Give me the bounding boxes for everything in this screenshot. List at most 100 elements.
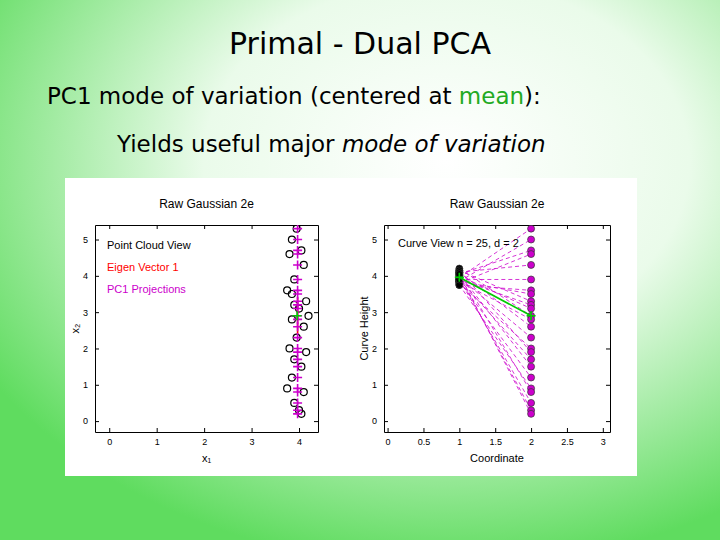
data-point: [527, 311, 536, 320]
tick-mark: [606, 276, 610, 277]
subtitle-part: mean: [459, 83, 524, 109]
tick-mark: [603, 225, 604, 229]
y-axis-title: x₂: [69, 324, 81, 334]
subtitle-line: PC1 mode of variation (centered at mean)…: [47, 83, 541, 109]
axis: 00.511.522.53: [385, 428, 611, 447]
x-axis-title: x₁: [202, 452, 212, 464]
tick-label: 0: [386, 437, 391, 447]
tick: 2: [83, 344, 99, 354]
series-line: [459, 254, 531, 283]
tick-mark: [109, 225, 110, 229]
chart-title: Raw Gaussian 2e: [450, 197, 545, 211]
subtitle-part: mode of variation: [342, 131, 546, 157]
tick-mark: [384, 312, 388, 313]
tick-mark: [384, 385, 388, 386]
tick-mark: [384, 240, 388, 241]
axis: [96, 225, 319, 229]
data-point: [284, 287, 291, 294]
tick: 3: [250, 428, 255, 447]
axis: [606, 226, 611, 433]
data-point: [528, 363, 535, 370]
tick-mark: [423, 225, 424, 229]
data-point: [528, 305, 535, 312]
series-line: [459, 279, 531, 280]
tick-mark: [459, 428, 460, 432]
series-line: [459, 274, 531, 367]
axis-line: [384, 226, 385, 433]
tick: 4: [83, 271, 99, 281]
subtitle-part: Yields useful major: [116, 131, 342, 157]
tick-mark: [567, 225, 568, 229]
tick-mark: [606, 348, 610, 349]
tick: 5: [372, 235, 388, 245]
tick: [423, 225, 424, 229]
tick-mark: [603, 428, 604, 432]
data-point: [293, 388, 302, 397]
tick: [606, 421, 610, 422]
tick-mark: [606, 385, 610, 386]
tick-mark: [252, 225, 253, 229]
series-line: [459, 265, 531, 272]
tick-mark: [95, 421, 99, 422]
tick-mark: [459, 225, 460, 229]
tick-label: 1: [457, 437, 462, 447]
tick-label: 0.5: [418, 437, 431, 447]
data-point: [528, 399, 535, 406]
tick-mark: [606, 421, 610, 422]
tick-label: 2: [83, 344, 88, 354]
data-point: [293, 235, 302, 244]
legend-entry: Point Cloud View: [107, 239, 191, 251]
data-point: [528, 356, 535, 363]
axis: 01234: [96, 428, 319, 447]
slide-title: Primal - Dual PCA: [229, 26, 491, 61]
tick: [314, 421, 318, 422]
tick: 1: [155, 428, 160, 447]
tick: 3: [601, 428, 606, 447]
tick-mark: [384, 276, 388, 277]
tick-label: 0: [372, 416, 377, 426]
tick: [314, 348, 318, 349]
tick: [606, 276, 610, 277]
data-point: [528, 251, 535, 258]
tick-label: 5: [83, 235, 88, 245]
series-line: [459, 229, 531, 278]
tick: [606, 348, 610, 349]
tick: 0.5: [418, 428, 431, 447]
tick: [314, 312, 318, 313]
series-line: [459, 250, 531, 274]
series-line: [459, 277, 531, 315]
tick: [314, 385, 318, 386]
tick: [495, 225, 496, 229]
tick-mark: [109, 428, 110, 432]
data-point: [528, 323, 535, 330]
data-point: [293, 311, 302, 320]
y-axis-title: Curve Height: [358, 296, 370, 360]
tick: [314, 276, 318, 277]
tick-label: 3: [372, 308, 377, 318]
tick-mark: [314, 276, 318, 277]
data-point: [293, 333, 302, 342]
data-point: [293, 250, 302, 259]
tick: [567, 225, 568, 229]
tick-label: 3: [83, 308, 88, 318]
tick-label: 1: [155, 437, 160, 447]
tick: 1.5: [489, 428, 502, 447]
tick-mark: [531, 428, 532, 432]
tick-mark: [314, 385, 318, 386]
tick: [606, 312, 610, 313]
tick-mark: [204, 428, 205, 432]
tick: 0: [372, 416, 388, 426]
tick-mark: [388, 428, 389, 432]
data-point: [528, 349, 535, 356]
tick-mark: [606, 240, 610, 241]
tick-label: 2: [202, 437, 207, 447]
tick: 1: [457, 428, 462, 447]
axis: [385, 225, 611, 229]
tick-label: 1.5: [489, 437, 502, 447]
data-point: [528, 334, 535, 341]
slide: Primal - Dual PCA PC1 mode of variation (…: [0, 0, 720, 540]
tick-mark: [157, 225, 158, 229]
data-point: [303, 298, 310, 305]
data-point: [293, 362, 302, 371]
data-point: [293, 275, 302, 284]
